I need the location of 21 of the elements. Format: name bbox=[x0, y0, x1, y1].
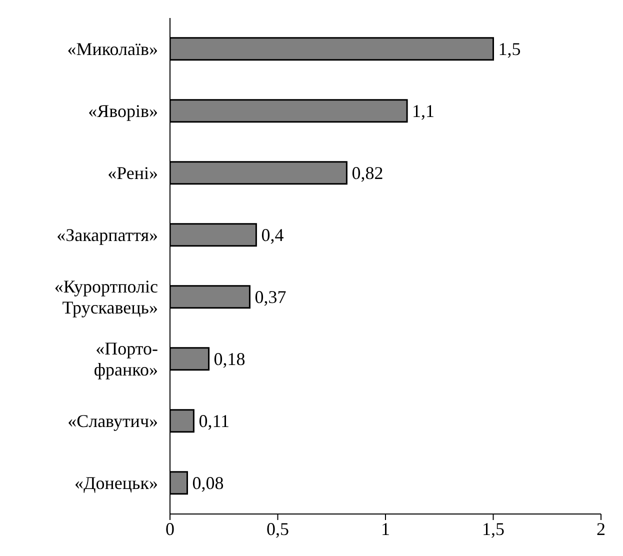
y-tick-label: «Курортполіс Трускавець» bbox=[54, 276, 158, 318]
x-tick-label: 0 bbox=[166, 518, 174, 539]
y-tick-label: «Порто- франко» bbox=[94, 338, 158, 380]
data-label: 0,37 bbox=[254, 287, 286, 308]
y-tick-label: «Закарпаття» bbox=[56, 225, 158, 245]
y-tick-label: «Славутич» bbox=[68, 411, 158, 431]
x-tick-label: 1,5 bbox=[482, 518, 504, 539]
y-tick-label: «Яворів» bbox=[88, 101, 158, 121]
y-tick-label: «Рені» bbox=[108, 163, 158, 183]
data-label: 0,4 bbox=[261, 225, 284, 246]
data-label: 0,18 bbox=[214, 349, 246, 370]
x-tick-label: 0,5 bbox=[266, 518, 289, 539]
data-label: 1,1 bbox=[412, 101, 435, 122]
x-tick-label: 2 bbox=[596, 518, 606, 539]
data-label: 1,5 bbox=[498, 39, 521, 60]
data-label: 0,08 bbox=[192, 473, 224, 494]
x-tick-label: 1 bbox=[381, 518, 390, 539]
y-tick-label: «Миколаїв» bbox=[67, 39, 158, 59]
y-tick-label: «Донецьк» bbox=[74, 473, 158, 493]
data-label: 0,11 bbox=[198, 411, 230, 432]
data-label: 0,82 bbox=[352, 163, 384, 184]
